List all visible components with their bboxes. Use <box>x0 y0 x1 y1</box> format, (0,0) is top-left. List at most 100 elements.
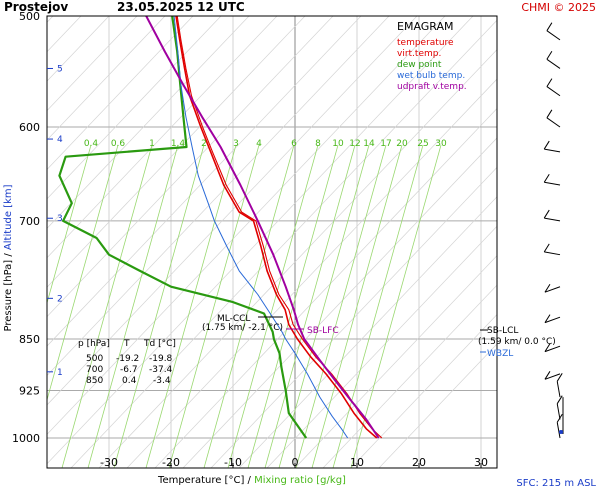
dry-adiabat-line <box>47 16 250 229</box>
temperature-tick-label: -20 <box>162 456 180 469</box>
legend-item-dew-point: dew point <box>397 60 442 70</box>
table-cell: 0.4 <box>122 376 137 386</box>
mixing-ratio-label: 25 <box>417 139 428 149</box>
mixing-ratio-label: 1 <box>149 139 155 149</box>
mixing-ratio-label: 17 <box>380 139 391 149</box>
temperature-tick-label: -10 <box>224 456 242 469</box>
x-axis-title: Temperature [°C] / Mixing ratio [g/kg] <box>157 475 346 486</box>
mixing-ratio-label: 1.4 <box>171 139 186 149</box>
credit-text: CHMI © 2025 <box>521 1 596 14</box>
dry-adiabat-line <box>47 16 362 347</box>
ml-ccl-detail: (1.75 km/ -2.1 °C) <box>202 323 283 333</box>
series-line-temperature <box>175 16 378 439</box>
table-header-td: Td [°C] <box>143 339 176 349</box>
wind-barb-feather <box>543 173 550 183</box>
dry-adiabat-line <box>294 255 497 468</box>
wind-barb-feather <box>556 395 563 404</box>
table-cell: -19.8 <box>149 354 173 364</box>
sb-lcl-detail: (1.59 km/ 0.0 °C) <box>478 337 556 347</box>
wind-barb <box>546 117 561 128</box>
series-layer <box>58 16 383 439</box>
dry-adiabat-line <box>47 16 446 435</box>
wind-barb-feather <box>543 140 550 150</box>
mixing-ratio-line <box>61 144 153 468</box>
legend-item-wet-bulb: wet bulb temp. <box>397 71 465 81</box>
wind-barb-feather <box>544 371 551 380</box>
mixing-ratio-label: 0.4 <box>84 139 99 149</box>
wind-barb-feather <box>546 109 553 119</box>
legend-item-updraft: udpraft v.temp. <box>397 82 467 92</box>
dry-adiabat-line <box>47 16 306 288</box>
dry-adiabat-line <box>47 16 278 259</box>
mixing-ratio-line <box>264 144 356 468</box>
pressure-tick-label: 600 <box>19 121 40 134</box>
wind-barb-feather <box>546 51 553 60</box>
wind-barb-feather <box>544 283 551 293</box>
wind-barb <box>544 345 561 353</box>
mixing-ratio-line <box>87 144 179 468</box>
mixing-ratio-label: 0.6 <box>111 139 126 149</box>
wind-barb <box>556 403 561 420</box>
dry-adiabat-line <box>47 16 194 170</box>
altitude-tick-label: 1 <box>57 368 63 378</box>
mixing-ratio-label: 30 <box>435 139 447 149</box>
mixing-ratio-line <box>47 144 119 402</box>
dry-adiabat-line <box>47 16 474 465</box>
pressure-tick-label: 925 <box>19 385 40 398</box>
dry-adiabat-line <box>210 166 497 468</box>
table-cell: 500 <box>86 354 103 364</box>
wbzl-label: WBZL <box>487 349 513 359</box>
dry-adiabat-line <box>378 343 497 468</box>
wind-barb <box>546 58 561 69</box>
sb-lfc-label: SB-LFC <box>307 326 339 336</box>
wind-barb <box>556 422 561 439</box>
wind-barb-feather <box>546 78 553 87</box>
wind-barb-feather <box>543 209 550 219</box>
pressure-tick-label: 500 <box>19 10 40 23</box>
pressure-tick-label: 1000 <box>12 432 40 445</box>
dry-adiabat-line <box>47 16 166 141</box>
sounding-datetime: 23.05.2025 12 UTC <box>117 0 245 14</box>
table-cell: -6.7 <box>120 365 138 375</box>
series-line-wet-bulb-temp <box>173 16 349 439</box>
dry-adiabat-line <box>47 16 418 406</box>
table-cell: -3.4 <box>153 376 171 386</box>
wind-barb <box>544 286 561 293</box>
temperature-tick-label: -30 <box>100 456 118 469</box>
station-name: Prostejov <box>4 0 68 14</box>
altitude-tick-label: 2 <box>57 294 63 304</box>
pressure-tick-label: 850 <box>19 333 40 346</box>
wind-barb <box>544 316 561 324</box>
wind-barb <box>544 373 561 380</box>
dry-adiabat-line <box>350 314 497 468</box>
temperature-tick-label: 20 <box>412 456 426 469</box>
axes-layer: 0.4 0.6 1 1.4 2 3 4 6 8 10 12 14 17 20 25 3050060070085… <box>12 10 488 469</box>
wind-barb <box>546 86 561 97</box>
legend: EMAGRAM temperature virt.temp. dew point… <box>397 20 467 92</box>
table-header-p: p [hPa] <box>78 339 110 349</box>
dry-adiabat-line <box>238 196 497 468</box>
svg-text:Pressure [hPa] / Altitude [k: Pressure [hPa] / Altitude [km] <box>3 184 14 331</box>
dry-adiabat-line <box>47 16 334 318</box>
mixing-ratio-label: 14 <box>363 139 375 149</box>
mixing-ratio-line <box>113 144 205 468</box>
mixing-ratio-label: 20 <box>396 139 408 149</box>
altitude-tick-label: 5 <box>57 64 63 74</box>
mixing-ratio-line <box>203 144 295 468</box>
altitude-tick-label: 4 <box>57 135 63 145</box>
wind-barb <box>556 381 561 398</box>
mixing-ratio-label: 2 <box>201 139 207 149</box>
dry-adiabat-line <box>266 225 497 468</box>
dry-adiabat-line <box>154 107 497 468</box>
series-line-udpraft-v-temp <box>145 16 380 439</box>
wind-barb-feather <box>543 243 550 253</box>
mixing-ratio-line <box>332 144 424 468</box>
y-axis-title: Pressure [hPa] / Altitude [km] <box>3 184 14 331</box>
wind-barb <box>544 217 561 222</box>
x-axis-title-mixing-ratio: Mixing ratio [g/kg] <box>254 475 346 486</box>
table-cell: -19.2 <box>116 354 139 364</box>
mixing-ratio-line <box>350 144 442 468</box>
mixing-ratio-label: 12 <box>349 139 360 149</box>
mixing-ratio-label: 3 <box>233 139 239 149</box>
